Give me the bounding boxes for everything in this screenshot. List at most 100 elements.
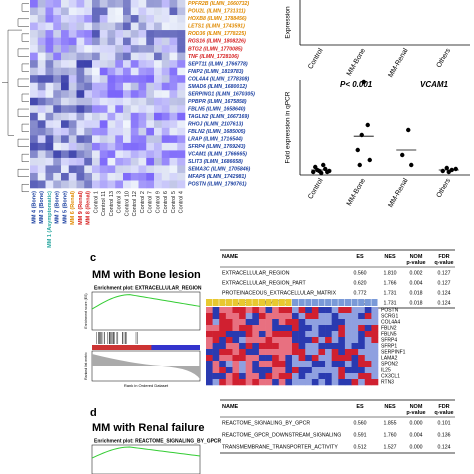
heatmap-cell xyxy=(358,343,366,350)
heatmap-cell xyxy=(61,90,70,99)
table-header: ES xyxy=(356,254,364,260)
heatmap-cell xyxy=(99,172,108,181)
heatmap-cell xyxy=(311,349,319,356)
heatmap-cell xyxy=(305,337,313,344)
heatmap-cell xyxy=(285,313,293,320)
heatmap-cell xyxy=(325,313,332,320)
heatmap-cell xyxy=(245,343,253,350)
heatmap-cell xyxy=(258,313,266,320)
heatmap-cell xyxy=(146,120,155,129)
heatmap-cell xyxy=(258,337,266,344)
heatmap-cell xyxy=(278,373,286,380)
gene-label: PPFR2B (ILMN_1660732) xyxy=(188,1,249,7)
heatmap-cell xyxy=(138,112,147,121)
heatmap-cell xyxy=(212,307,220,314)
heatmap-cell xyxy=(258,361,266,368)
heatmap-cell xyxy=(45,97,54,106)
axis-label: Ranked list metric xyxy=(84,352,88,380)
table-cell: REACTOME_GPCR_DOWNSTREAM_SIGNALING xyxy=(222,432,341,438)
heatmap-cell xyxy=(68,67,77,76)
heatmap-cell xyxy=(123,135,132,144)
heatmap-cell xyxy=(169,90,178,99)
heatmap-cell xyxy=(161,0,170,8)
table-cell: 1.810 xyxy=(384,270,397,276)
heatmap-cell xyxy=(161,120,170,129)
panel-title: MM with Renal failure xyxy=(92,422,204,434)
heatmap-cell xyxy=(107,45,116,53)
heatmap-cell xyxy=(272,379,280,386)
table-header: NAME xyxy=(222,404,239,410)
heatmap-cell xyxy=(84,30,93,38)
heatmap-cell xyxy=(68,120,77,129)
heatmap-cell xyxy=(298,313,306,320)
heatmap-cell xyxy=(30,127,39,136)
heatmap-cell xyxy=(61,82,70,91)
heatmap-cell xyxy=(99,60,108,68)
heatmap-cell xyxy=(115,135,124,144)
heatmap-cell xyxy=(154,0,163,8)
heatmap-cell xyxy=(169,15,178,23)
heatmap-cell xyxy=(177,112,186,121)
heatmap-cell xyxy=(225,319,233,326)
heatmap-cell xyxy=(130,142,139,151)
heatmap-cell xyxy=(53,97,62,106)
heatmap-cell xyxy=(311,337,319,344)
gene-label: SLIT3 (ILMN_1686658) xyxy=(188,159,243,165)
heatmap-cell xyxy=(37,120,46,129)
heatmap-cell xyxy=(351,379,359,386)
table-cell: PROTEINACEOUS_EXTRACELLULAR_MATRIX xyxy=(222,290,337,296)
heatmap-cell xyxy=(107,157,116,166)
heatmap-cell xyxy=(146,172,155,181)
heatmap-cell xyxy=(30,22,39,31)
heatmap-cell xyxy=(225,331,233,338)
heatmap-cell xyxy=(169,157,178,166)
heatmap-cell xyxy=(305,349,313,356)
category-label: Others xyxy=(436,177,453,199)
heatmap-cell xyxy=(146,97,155,106)
heatmap-cell xyxy=(37,67,46,76)
heatmap-cell xyxy=(161,30,170,38)
heatmap-cell xyxy=(37,52,46,61)
heatmap-cell xyxy=(68,172,77,181)
heatmap-cell xyxy=(344,325,352,332)
heatmap-cell xyxy=(154,37,163,46)
heatmap-cell xyxy=(161,82,170,91)
heatmap-cell xyxy=(115,30,124,38)
heatmap-cell xyxy=(245,325,253,332)
heatmap-cell xyxy=(107,120,116,129)
heatmap-cell xyxy=(265,337,273,344)
table-cell: 0.124 xyxy=(438,290,451,296)
rank-bar xyxy=(92,345,200,350)
heatmap-cell xyxy=(278,349,286,356)
heatmap-cell xyxy=(292,319,299,326)
heatmap-cell xyxy=(285,373,293,380)
heatmap-cell xyxy=(161,15,170,23)
heatmap-cell xyxy=(364,361,372,368)
category-label: MM-Renal xyxy=(387,47,409,79)
heatmap-cell xyxy=(325,361,332,368)
gene-label: TNF (ILMN_1728106) xyxy=(188,54,239,60)
heatmap-cell xyxy=(76,172,85,181)
heatmap-cell xyxy=(225,307,233,314)
heatmap-cell xyxy=(154,60,163,68)
heatmap-cell xyxy=(258,373,266,380)
heatmap-cell xyxy=(30,180,39,189)
sample-header xyxy=(245,299,252,306)
rank-bar-blue xyxy=(151,345,200,350)
heatmap-cell xyxy=(265,319,273,326)
heatmap-cell xyxy=(37,0,46,8)
heatmap-cell xyxy=(258,325,266,332)
heatmap-cell xyxy=(123,157,132,166)
gene-label: HOXB8 (ILMN_1788456) xyxy=(188,16,247,22)
heatmap-cell xyxy=(37,30,46,38)
heatmap-cell xyxy=(154,22,163,31)
heatmap-cell xyxy=(371,373,379,380)
heatmap-cell xyxy=(225,361,233,368)
heatmap-cell xyxy=(364,355,372,362)
heatmap-cell xyxy=(92,45,101,53)
sample-header xyxy=(358,299,365,306)
heatmap-cell xyxy=(232,325,240,332)
heatmap-cell xyxy=(161,90,170,99)
heatmap-cell xyxy=(30,45,39,53)
heatmap-cell xyxy=(265,325,273,332)
